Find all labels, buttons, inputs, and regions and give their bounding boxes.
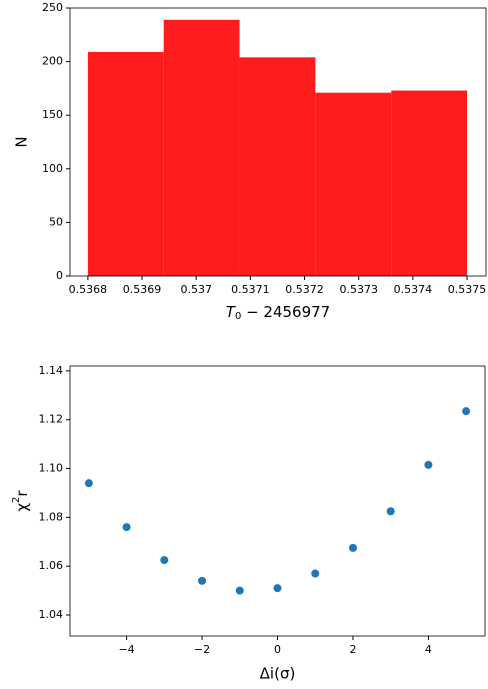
y-label-main: χ [13, 503, 31, 512]
point [273, 584, 282, 593]
bar [239, 57, 316, 277]
point [160, 556, 169, 565]
y-tick-label: 1.06 [39, 559, 64, 572]
x-tick-label: 0.5371 [231, 283, 270, 296]
x-tick-label: 4 [425, 643, 432, 656]
x-tick-label: −2 [194, 643, 210, 656]
y-label-sub: r [13, 490, 31, 497]
x-tick-label: 2 [349, 643, 356, 656]
axes-frame [69, 365, 486, 637]
y-label-sup: 2 [11, 497, 22, 503]
point [311, 569, 320, 578]
y-tick-label: 1.04 [39, 608, 64, 621]
x-tick-label: −4 [118, 643, 134, 656]
y-axis-label: N [13, 136, 31, 147]
y-tick-label: 200 [42, 55, 63, 68]
x-tick-label: 0.5372 [285, 283, 324, 296]
point [84, 479, 93, 488]
y-tick-label: 100 [42, 162, 63, 175]
y-tick-label: 150 [42, 108, 63, 121]
y-tick-label: 1.08 [39, 510, 64, 523]
y-tick-label: 50 [49, 215, 63, 228]
x-axis-label: T0 − 2456977 [226, 303, 330, 323]
point [235, 586, 244, 595]
y-tick-label: 250 [42, 1, 63, 14]
point [348, 543, 357, 552]
x-axis-label: Δi(σ) [260, 665, 296, 683]
bar [163, 19, 240, 277]
point [122, 523, 131, 532]
x-tick-label: 0.5369 [123, 283, 162, 296]
x-label-rest: − 2456977 [241, 303, 330, 321]
x-label-sub: 0 [235, 311, 241, 322]
bar [315, 92, 392, 276]
y-tick-label: 1.14 [39, 364, 64, 377]
x-tick-label: 0 [274, 643, 281, 656]
point [424, 460, 433, 469]
bar [391, 90, 468, 276]
y-axis-label: χ2r [11, 490, 31, 512]
y-tick-label: 1.10 [39, 462, 64, 475]
x-label-main: T [226, 303, 237, 321]
y-tick-label: 1.12 [39, 413, 64, 426]
point [198, 576, 207, 585]
x-tick-label: 0.5375 [448, 283, 487, 296]
bar [87, 51, 164, 277]
axes-frame [69, 7, 487, 277]
point [462, 407, 471, 416]
x-tick-label: 0.5373 [339, 283, 378, 296]
x-tick-label: 0.5374 [394, 283, 433, 296]
point [386, 507, 395, 516]
x-tick-label: 0.537 [180, 283, 212, 296]
x-tick-label: 0.5368 [69, 283, 108, 296]
y-tick-label: 0 [56, 269, 63, 282]
